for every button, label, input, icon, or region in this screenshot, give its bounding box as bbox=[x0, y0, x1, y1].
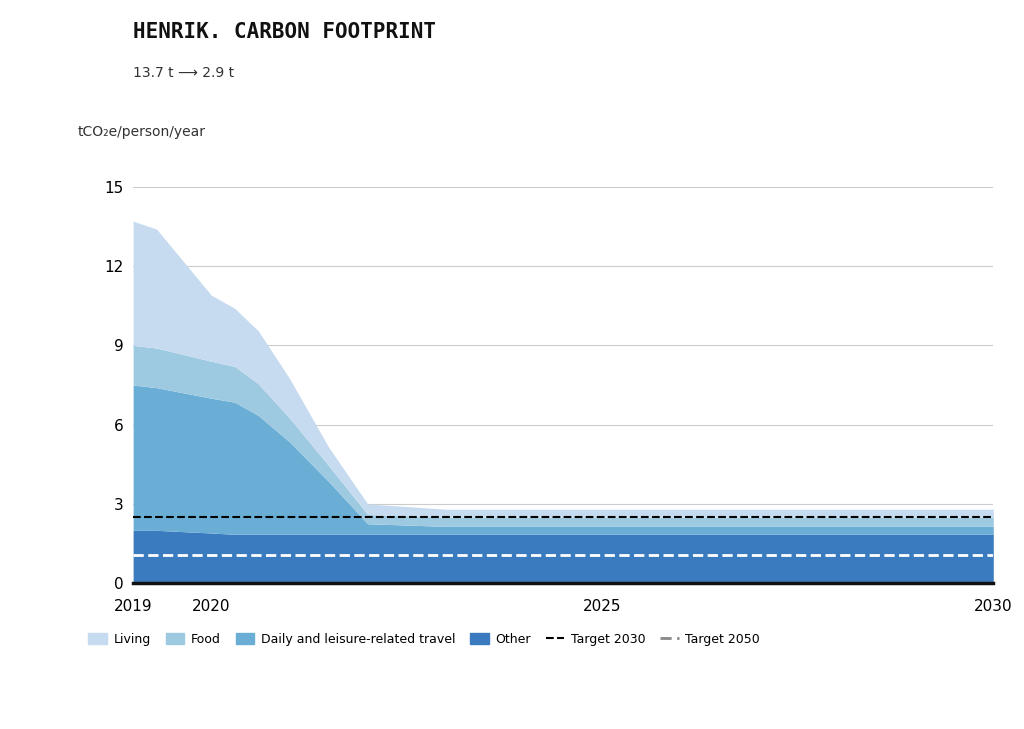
Text: tCO₂e/person/year: tCO₂e/person/year bbox=[77, 125, 205, 139]
Text: 13.7 t ⟶ 2.9 t: 13.7 t ⟶ 2.9 t bbox=[133, 66, 234, 79]
Legend: Living, Food, Daily and leisure-related travel, Other, Target 2030, Target 2050: Living, Food, Daily and leisure-related … bbox=[84, 628, 765, 651]
Text: HENRIK. CARBON FOOTPRINT: HENRIK. CARBON FOOTPRINT bbox=[133, 22, 436, 42]
